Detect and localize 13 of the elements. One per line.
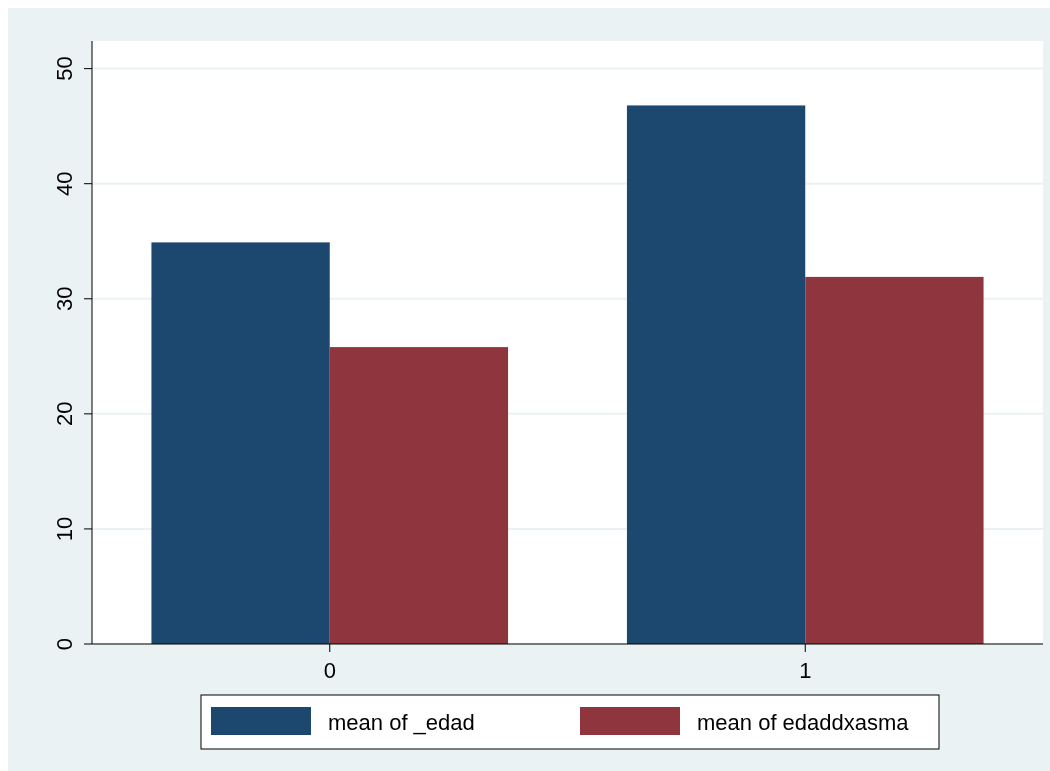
bar xyxy=(626,105,806,644)
y-tick-label: 0 xyxy=(52,637,77,651)
y-tick-label: 30 xyxy=(52,286,77,312)
y-tick-label: 50 xyxy=(52,56,77,81)
y-tick-label: 10 xyxy=(52,516,77,542)
legend-label: mean of edaddxasma xyxy=(697,710,910,735)
bar xyxy=(329,347,509,644)
x-tick-label: 1 xyxy=(799,658,812,683)
bar xyxy=(805,276,984,644)
legend-label: mean of _edad xyxy=(328,710,475,735)
y-tick-label: 20 xyxy=(52,401,77,427)
bar xyxy=(151,242,330,644)
y-tick-label: 40 xyxy=(52,171,77,196)
